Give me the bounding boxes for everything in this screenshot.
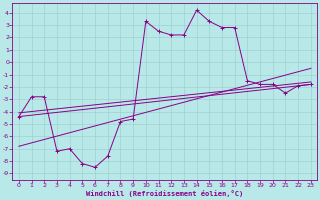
X-axis label: Windchill (Refroidissement éolien,°C): Windchill (Refroidissement éolien,°C) — [86, 190, 244, 197]
